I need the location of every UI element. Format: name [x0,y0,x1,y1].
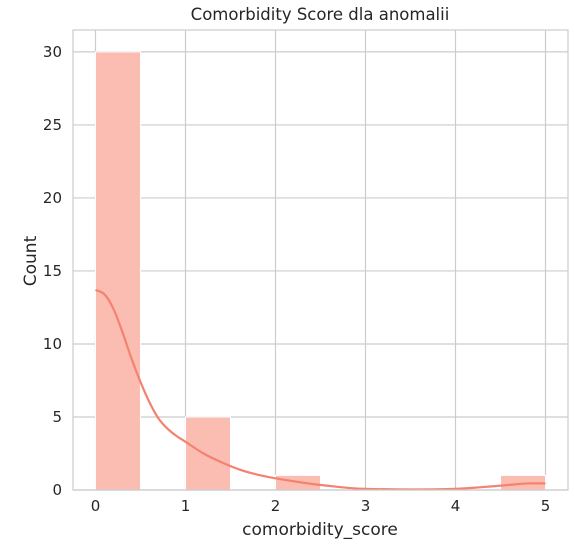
histogram-bar-0 [95,51,141,491]
kde-line [95,288,546,491]
histogram-bar-2 [185,416,231,491]
x-tick-label-1: 1 [181,497,191,515]
y-tick-label-25: 25 [43,116,62,134]
chart-title: Comorbidity Score dla anomalii [191,5,450,24]
y-tick-label-5: 5 [52,408,62,426]
histogram-bars [95,51,546,491]
x-tick-label-5: 5 [541,497,551,515]
y-axis-label: Count [21,235,41,286]
y-tick-label-0: 0 [52,481,62,499]
y-tick-label-10: 10 [43,335,62,353]
x-axis-label: comorbidity_score [242,520,398,540]
y-tick-labels: 0 5 10 15 20 25 30 [43,43,62,499]
y-tick-label-20: 20 [43,189,62,207]
axes-frame [72,29,569,491]
x-tick-label-0: 0 [91,497,101,515]
grid [73,30,568,491]
x-tick-labels: 0 1 2 3 4 5 [91,497,551,515]
y-tick-label-15: 15 [43,262,62,280]
kde-curve [95,288,546,491]
x-tick-label-3: 3 [361,497,371,515]
x-tick-label-4: 4 [451,497,461,515]
x-tick-label-2: 2 [271,497,281,515]
y-tick-label-30: 30 [43,43,62,61]
